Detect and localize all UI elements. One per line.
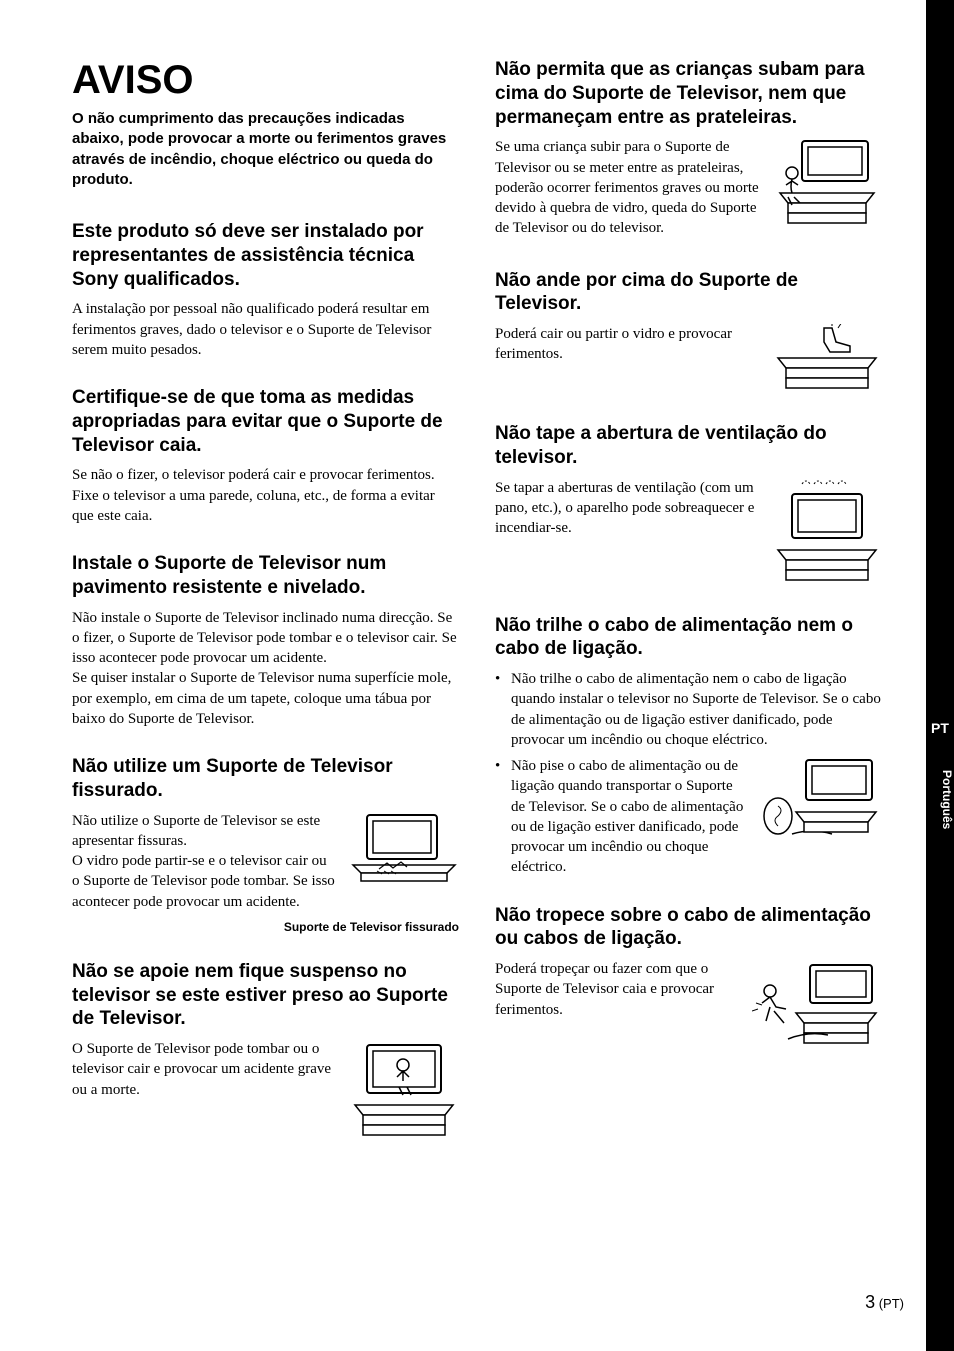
page-title: AVISO	[72, 58, 459, 103]
section-row: Se tapar a aberturas de ventilação (com …	[495, 478, 882, 588]
language-side-tab: PT Português	[926, 0, 954, 1351]
section-heading: Não utilize um Suporte de Televisor fiss…	[72, 755, 459, 803]
list-item: Não trilhe o cabo de alimentação nem o c…	[495, 669, 882, 750]
section-row: Se uma criança subir para o Suporte de T…	[495, 137, 882, 242]
child-climb-stand-icon	[772, 137, 882, 229]
tv-overheat-icon	[772, 478, 882, 588]
list-item-text: Não pise o cabo de alimentação ou de lig…	[511, 758, 743, 875]
section-body: Se não o fizer, o televisor poderá cair …	[72, 465, 459, 526]
warning-lead: O não cumprimento das precauções indicad…	[72, 109, 459, 190]
section-row: O Suporte de Televisor pode tombar ou o …	[72, 1039, 459, 1149]
section-heading: Certifique-se de que toma as medidas apr…	[72, 386, 459, 457]
section-heading: Não tropece sobre o cabo de alimentação …	[495, 904, 882, 952]
section-body: O Suporte de Televisor pode tombar ou o …	[72, 1039, 337, 1100]
content-columns: AVISO O não cumprimento das precauções i…	[72, 58, 882, 1149]
section-row: Poderá tropeçar ou fazer com que o Supor…	[495, 959, 882, 1059]
page-footer: 3 (PT)	[865, 1292, 904, 1313]
section-heading: Não trilhe o cabo de alimentação nem o c…	[495, 614, 882, 662]
section-body: A instalação por pessoal não qualificado…	[72, 299, 459, 360]
left-column: AVISO O não cumprimento das precauções i…	[72, 58, 459, 1149]
section-heading: Não ande por cima do Suporte de Televiso…	[495, 269, 882, 317]
page: PT Português AVISO O não cumprimento das…	[0, 0, 954, 1351]
section-body: Poderá tropeçar ou fazer com que o Supor…	[495, 959, 740, 1020]
section-heading: Não tape a abertura de ventilação do tel…	[495, 422, 882, 470]
section-heading: Não se apoie nem fique suspenso no telev…	[72, 960, 459, 1031]
language-name: Português	[926, 750, 954, 850]
page-number-suffix: (PT)	[879, 1296, 904, 1311]
section-row: Não utilize o Suporte de Televisor se es…	[72, 811, 459, 916]
section-heading: Este produto só deve ser instalado por r…	[72, 220, 459, 291]
language-code: PT	[926, 720, 954, 736]
section-heading: Instale o Suporte de Televisor num pavim…	[72, 552, 459, 600]
figure-caption: Suporte de Televisor fissurado	[72, 920, 459, 934]
section-body: Não utilize o Suporte de Televisor se es…	[72, 811, 337, 912]
page-number: 3	[865, 1292, 875, 1312]
section-heading: Não permita que as crianças subam para c…	[495, 58, 882, 129]
person-tripping-icon	[752, 959, 882, 1059]
section-body: Não instale o Suporte de Televisor incli…	[72, 608, 459, 730]
section-body: Se uma criança subir para o Suporte de T…	[495, 137, 760, 238]
section-row: Poderá cair ou partir o vidro e provocar…	[495, 324, 882, 396]
foot-on-stand-icon	[772, 324, 882, 396]
right-column: Não permita que as crianças subam para c…	[495, 58, 882, 1149]
cable-crushed-icon	[762, 756, 882, 848]
bullet-list: Não trilhe o cabo de alimentação nem o c…	[495, 669, 882, 878]
list-item: Não pise o cabo de alimentação ou de lig…	[495, 756, 882, 878]
section-body: Poderá cair ou partir o vidro e provocar…	[495, 324, 760, 365]
tv-stand-cracked-icon	[349, 811, 459, 889]
child-hanging-tv-icon	[349, 1039, 459, 1149]
section-body: Se tapar a aberturas de ventilação (com …	[495, 478, 760, 539]
